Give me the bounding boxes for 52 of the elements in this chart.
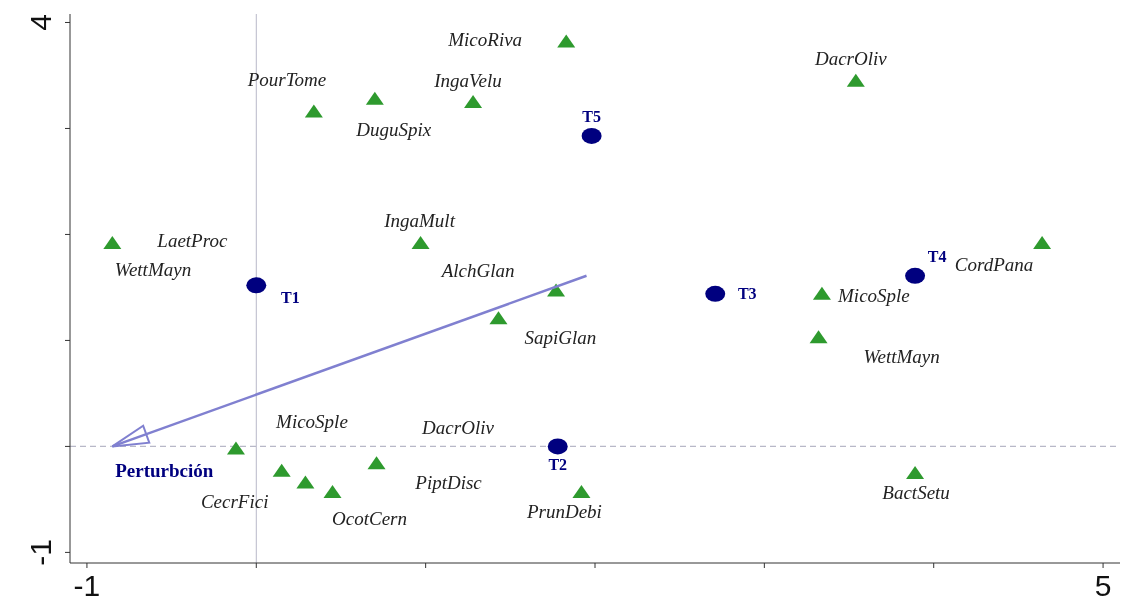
data-label: T5 <box>582 107 601 125</box>
point <box>572 484 591 498</box>
point <box>547 438 568 455</box>
data-label: T4 <box>927 248 947 266</box>
point <box>557 34 576 48</box>
data-label: DacrOliv <box>813 48 888 70</box>
data-label: BactSetu <box>882 482 950 504</box>
point <box>846 73 865 87</box>
point <box>464 94 483 108</box>
data-label: AlchGlan <box>439 259 515 281</box>
point <box>1033 235 1052 249</box>
point <box>812 286 831 300</box>
point <box>705 285 726 302</box>
data-label: Perturbción <box>115 459 214 481</box>
annotation: DacrOliv <box>421 417 495 439</box>
point <box>547 283 566 297</box>
point <box>226 441 245 455</box>
point <box>323 484 342 498</box>
annotation: WettMayn <box>114 259 192 281</box>
data-label: IngaMult <box>383 210 456 232</box>
data-label: DuguSpix <box>355 119 432 141</box>
data-label: CordPana <box>954 254 1034 276</box>
point <box>809 330 828 344</box>
point <box>581 127 602 144</box>
data-label: WettMayn <box>863 345 940 367</box>
data-label: PrunDebi <box>525 501 602 523</box>
point <box>103 235 122 249</box>
point <box>246 277 267 294</box>
data-label: T3 <box>737 285 757 303</box>
y-tick-label: 4 <box>24 14 57 31</box>
point <box>411 235 430 249</box>
data-label: LaetProc <box>156 230 228 252</box>
point <box>367 456 386 470</box>
data-label: T2 <box>548 456 568 474</box>
data-label: CecrFici <box>200 491 269 513</box>
x-tick-label: 5 <box>1094 569 1112 597</box>
data-label: MicoSple <box>275 410 348 432</box>
data-label: MicoRiva <box>447 28 523 50</box>
data-label: SapiGlan <box>524 326 597 348</box>
point <box>296 475 315 489</box>
data-label: MicoSple <box>837 285 910 307</box>
data-label: PourTome <box>246 68 327 90</box>
point <box>272 463 291 477</box>
point <box>365 91 384 105</box>
data-label: T1 <box>280 288 300 306</box>
point <box>906 465 925 479</box>
point <box>489 311 508 325</box>
point <box>304 104 323 118</box>
data-label: OcotCern <box>332 508 407 530</box>
point <box>905 267 926 284</box>
data-label: PiptDisc <box>414 471 483 493</box>
data-label: IngaVelu <box>433 70 502 92</box>
